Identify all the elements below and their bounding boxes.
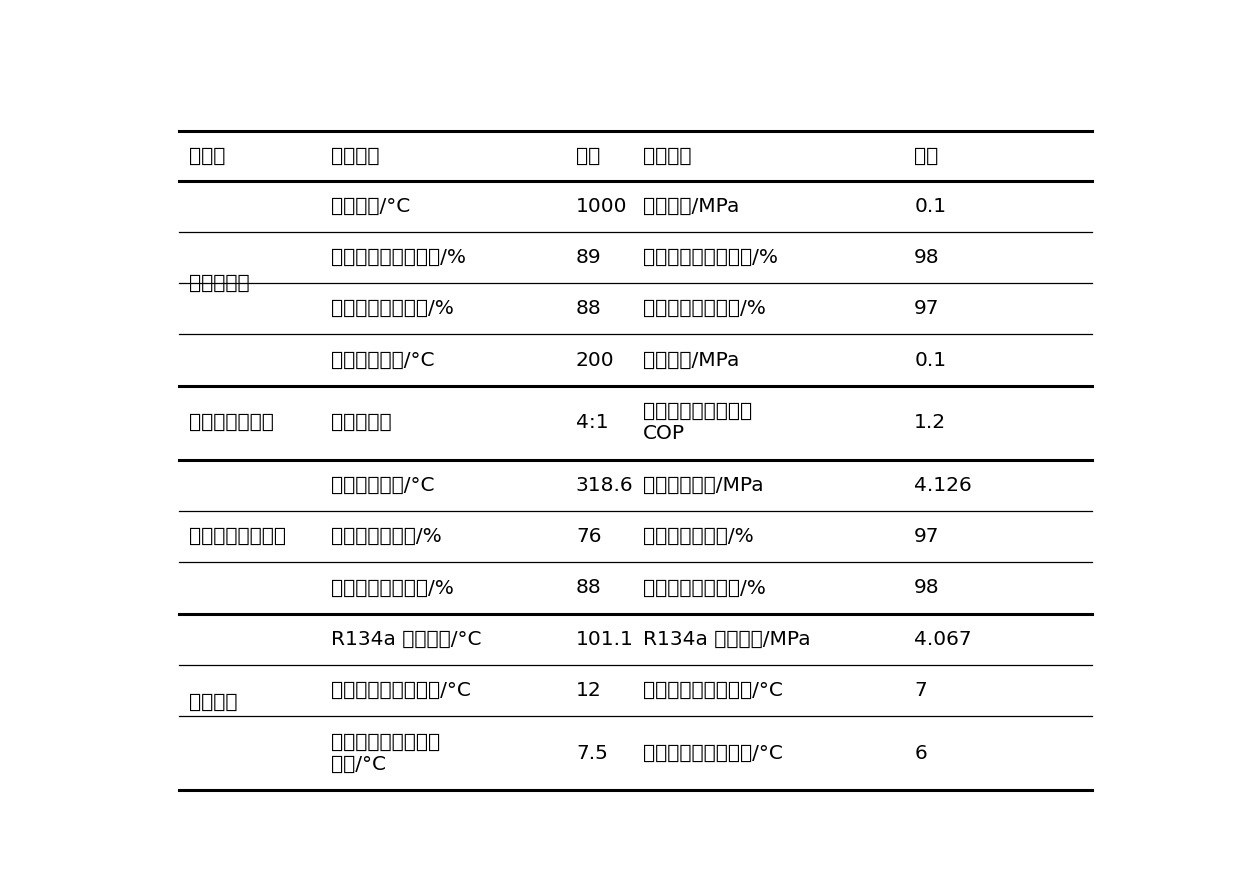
Text: 97: 97 <box>914 299 940 318</box>
Text: 6: 6 <box>914 744 928 763</box>
Text: 地下换热器进口水温/°C: 地下换热器进口水温/°C <box>644 681 784 700</box>
Text: 4:1: 4:1 <box>575 413 609 432</box>
Text: 烟气分流比: 烟气分流比 <box>331 413 392 432</box>
Text: 89: 89 <box>575 248 601 267</box>
Text: 98: 98 <box>914 579 940 597</box>
Text: 烟气透平等熵效率/%: 烟气透平等熵效率/% <box>331 299 454 318</box>
Text: 地源热泵: 地源热泵 <box>188 692 237 712</box>
Text: 循环泵等熵效率/%: 循环泵等熵效率/% <box>331 527 441 547</box>
Text: 烟气透平机械效率/%: 烟气透平机械效率/% <box>644 299 766 318</box>
Text: 88: 88 <box>575 579 601 597</box>
Text: 烟气型溴化锂制冷机
COP: 烟气型溴化锂制冷机 COP <box>644 402 753 443</box>
Text: 循环泵机械效率/%: 循环泵机械效率/% <box>644 527 754 547</box>
Text: 第二冷凝器最小温差/°C: 第二冷凝器最小温差/°C <box>644 744 784 763</box>
Text: 烟气分流及制冷: 烟气分流及制冷 <box>188 413 274 432</box>
Text: 空气压力/MPa: 空气压力/MPa <box>644 351 739 370</box>
Text: 甲苯临界压力/MPa: 甲苯临界压力/MPa <box>644 476 764 495</box>
Text: 空气预热温度/°C: 空气预热温度/°C <box>331 351 434 370</box>
Text: 97: 97 <box>914 527 940 547</box>
Text: 4.126: 4.126 <box>914 476 972 495</box>
Text: 7: 7 <box>914 681 928 700</box>
Text: 生物质燃烧: 生物质燃烧 <box>188 273 249 293</box>
Text: 关键参数: 关键参数 <box>331 146 379 165</box>
Text: 0.1: 0.1 <box>914 351 946 370</box>
Text: 第二蒸发器对数平均
温差/°C: 第二蒸发器对数平均 温差/°C <box>331 732 440 773</box>
Text: R134a 临界温度/°C: R134a 临界温度/°C <box>331 630 481 648</box>
Text: 蒸汽透平等熵效率/%: 蒸汽透平等熵效率/% <box>331 579 454 597</box>
Text: 200: 200 <box>575 351 615 370</box>
Text: 燃烧压力/MPa: 燃烧压力/MPa <box>644 196 739 216</box>
Text: 4.067: 4.067 <box>914 630 972 648</box>
Text: 12: 12 <box>575 681 601 700</box>
Text: 88: 88 <box>575 299 601 318</box>
Text: 7.5: 7.5 <box>575 744 608 763</box>
Text: 1000: 1000 <box>575 196 627 216</box>
Text: 燃烧温度/°C: 燃烧温度/°C <box>331 196 410 216</box>
Text: R134a 临界压力/MPa: R134a 临界压力/MPa <box>644 630 811 648</box>
Text: 空气压缩机等熵效率/%: 空气压缩机等熵效率/% <box>331 248 466 267</box>
Text: 数值: 数值 <box>575 146 600 165</box>
Text: 蒸汽透平机械效率/%: 蒸汽透平机械效率/% <box>644 579 766 597</box>
Text: 1.2: 1.2 <box>914 413 946 432</box>
Text: 关键参数: 关键参数 <box>644 146 692 165</box>
Text: 甲苯临界温度/°C: 甲苯临界温度/°C <box>331 476 434 495</box>
Text: 318.6: 318.6 <box>575 476 634 495</box>
Text: 0.1: 0.1 <box>914 196 946 216</box>
Text: 98: 98 <box>914 248 940 267</box>
Text: 地下换热器出口水温/°C: 地下换热器出口水温/°C <box>331 681 471 700</box>
Text: 有机朗肯循环发电: 有机朗肯循环发电 <box>188 527 285 547</box>
Text: 子系统: 子系统 <box>188 146 224 165</box>
Text: 空气压缩机机械效率/%: 空气压缩机机械效率/% <box>644 248 779 267</box>
Text: 数值: 数值 <box>914 146 939 165</box>
Text: 101.1: 101.1 <box>575 630 634 648</box>
Text: 76: 76 <box>575 527 601 547</box>
